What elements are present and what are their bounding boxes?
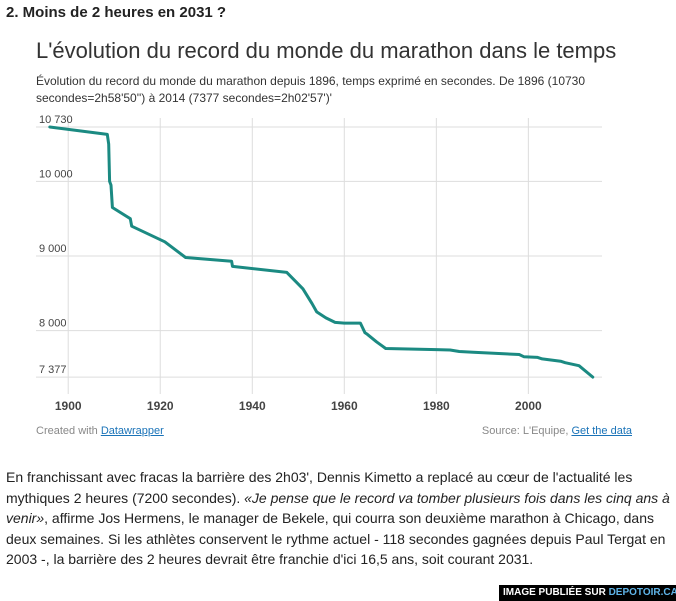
x-tick-label: 2000 [515, 399, 542, 413]
article-paragraph: En franchissant avec fracas la barrière … [6, 467, 674, 570]
chart-subtitle: Évolution du record du monde du marathon… [36, 74, 586, 105]
y-tick-labels: 10 730 10 000 9 000 8 000 7 377 [39, 114, 73, 376]
x-tick-label: 1940 [239, 399, 266, 413]
chart-title: L'évolution du record du monde du marath… [36, 38, 617, 63]
x-tick-label: 1900 [55, 399, 82, 413]
y-tick-label: 7 377 [39, 364, 67, 376]
x-tick-label: 1960 [331, 399, 358, 413]
credit-source: Source: L'Equipe, Get the data [482, 425, 632, 437]
y-tick-label: 9 000 [39, 243, 67, 255]
watermark-prefix: IMAGE PUBLIÉE SUR [503, 587, 609, 598]
y-tick-label: 10 730 [39, 114, 73, 126]
credit-source-prefix: Source: L'Equipe, [481, 425, 572, 437]
article-text-1: En franchissant avec fracas la barrière … [6, 469, 633, 506]
y-tick-label: 8 000 [39, 318, 67, 330]
x-gridlines [67, 118, 529, 394]
article-text-2: , affirme Jos Hermens, le manager de Bek… [6, 510, 666, 567]
section-heading: 2. Moins de 2 heures en 2031 ? [6, 4, 227, 21]
credit-created-with: Created with Datawrapper [36, 425, 164, 437]
credit-created-prefix: Created with [36, 425, 101, 437]
x-tick-label: 1980 [423, 399, 450, 413]
y-tick-label: 10 000 [39, 168, 73, 180]
y-gridlines [36, 126, 602, 378]
series-group [48, 125, 595, 379]
article-quote: «Je pense que le record va tomber plusie… [6, 489, 670, 527]
datawrapper-link[interactable]: Datawrapper [100, 425, 164, 437]
watermark-site: DEPOTOIR.CA [608, 587, 676, 598]
get-the-data-link[interactable]: Get the data [571, 425, 632, 437]
series-line [48, 125, 595, 379]
x-tick-labels: 1900 1920 1940 1960 1980 2000 [55, 399, 542, 413]
x-tick-label: 1920 [147, 399, 174, 413]
watermark: IMAGE PUBLIÉE SUR DEPOTOIR.CA [499, 585, 676, 601]
